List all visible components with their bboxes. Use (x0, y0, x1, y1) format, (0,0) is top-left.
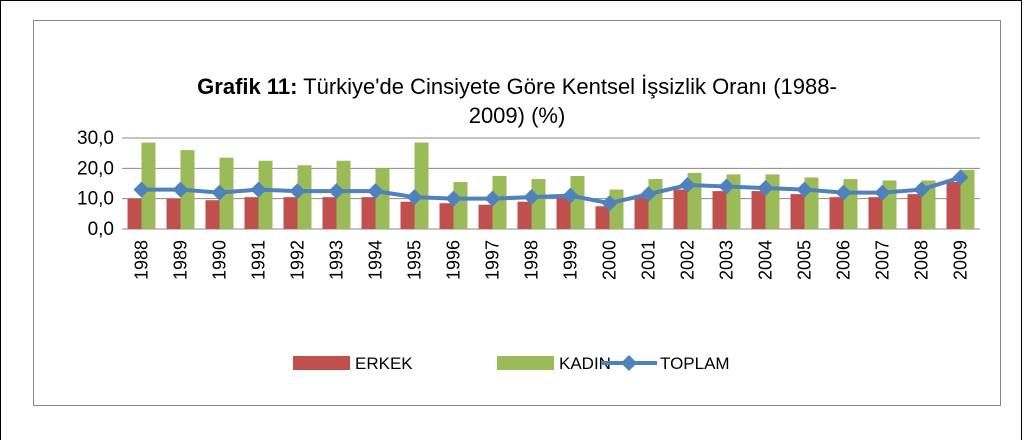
marker (796, 181, 813, 198)
marker (718, 178, 735, 195)
bar (648, 178, 663, 229)
x-tick-label: 2002 (678, 240, 698, 280)
marker (913, 181, 930, 198)
marker (133, 181, 150, 198)
bar (336, 160, 351, 229)
bar (439, 203, 454, 229)
marker (679, 177, 696, 194)
marker (562, 187, 579, 204)
bar (141, 142, 156, 229)
title-text: Türkiye'de Cinsiyete Göre Kentsel İşsizl… (303, 74, 837, 128)
bar (556, 197, 571, 229)
x-tick-label: 1997 (483, 240, 503, 280)
bar (400, 201, 415, 229)
marker (952, 169, 969, 186)
x-tick-label: 1989 (171, 240, 191, 280)
bar (205, 200, 220, 229)
x-tick-label: 1993 (327, 240, 347, 280)
marker (484, 190, 501, 207)
x-tick-label: 1996 (444, 240, 464, 280)
x-tick-label: 2000 (600, 240, 620, 280)
chart-title: Grafik 11: Türkiye'de Cinsiyete Göre Ken… (170, 72, 864, 130)
bar (361, 197, 376, 229)
bar (453, 181, 468, 229)
y-tick-label: 10,0 (77, 189, 114, 210)
title-label: Grafik 11: (197, 74, 298, 99)
legend-swatch (497, 356, 554, 370)
bar (166, 198, 181, 229)
bar (322, 197, 337, 229)
marker (250, 181, 267, 198)
marker (640, 186, 657, 203)
marker (289, 183, 306, 200)
x-tick-label: 1991 (249, 240, 269, 280)
y-tick-label: 30,0 (77, 128, 114, 149)
x-tick-label: 1999 (561, 240, 581, 280)
bar (960, 169, 975, 229)
marker (328, 183, 345, 200)
y-tick-label: 0,0 (88, 219, 114, 240)
x-tick-label: 2007 (873, 240, 893, 280)
x-tick-label: 2008 (912, 240, 932, 280)
bar (790, 194, 805, 229)
x-tick-label: 1994 (366, 240, 386, 280)
x-tick-label: 2009 (951, 240, 971, 280)
bar (595, 206, 610, 229)
marker (172, 181, 189, 198)
marker (601, 195, 618, 212)
legend-label: ERKEK (355, 354, 413, 373)
marker (367, 183, 384, 200)
bar (478, 204, 493, 229)
bar (751, 191, 766, 229)
x-tick-label: 1995 (405, 240, 425, 280)
x-tick-label: 2004 (756, 240, 776, 280)
bar (570, 175, 585, 229)
bar (673, 189, 688, 229)
marker (445, 190, 462, 207)
bar (843, 178, 858, 229)
legend-label: TOPLAM (660, 354, 730, 373)
legend-marker (621, 355, 637, 371)
x-tick-label: 1988 (132, 240, 152, 280)
y-tick-label: 20,0 (77, 158, 114, 179)
marker (523, 189, 540, 206)
bar (609, 189, 624, 229)
bar (517, 201, 532, 229)
x-tick-label: 2005 (795, 240, 815, 280)
x-tick-label: 1998 (522, 240, 542, 280)
bar (297, 165, 312, 229)
marker (874, 184, 891, 201)
bar (414, 142, 429, 229)
x-tick-label: 2001 (639, 240, 659, 280)
legend-swatch (293, 356, 350, 370)
bar (829, 197, 844, 229)
bar (712, 191, 727, 229)
bar (283, 197, 298, 229)
marker (406, 189, 423, 206)
bar (244, 197, 259, 229)
line (141, 175, 962, 206)
x-tick-label: 2003 (717, 240, 737, 280)
x-tick-label: 1992 (288, 240, 308, 280)
marker (757, 180, 774, 197)
bar (531, 178, 546, 229)
bar (946, 181, 961, 229)
bar (868, 197, 883, 229)
marker (211, 184, 228, 201)
x-tick-label: 1990 (210, 240, 230, 280)
bar (907, 194, 922, 229)
bar (634, 197, 649, 229)
legend-label: KADIN (559, 354, 611, 373)
bar (258, 160, 273, 229)
chart-area (33, 20, 1001, 406)
bar (375, 168, 390, 229)
marker (835, 184, 852, 201)
x-tick-label: 2006 (834, 240, 854, 280)
bar (492, 175, 507, 229)
bar (127, 198, 142, 229)
